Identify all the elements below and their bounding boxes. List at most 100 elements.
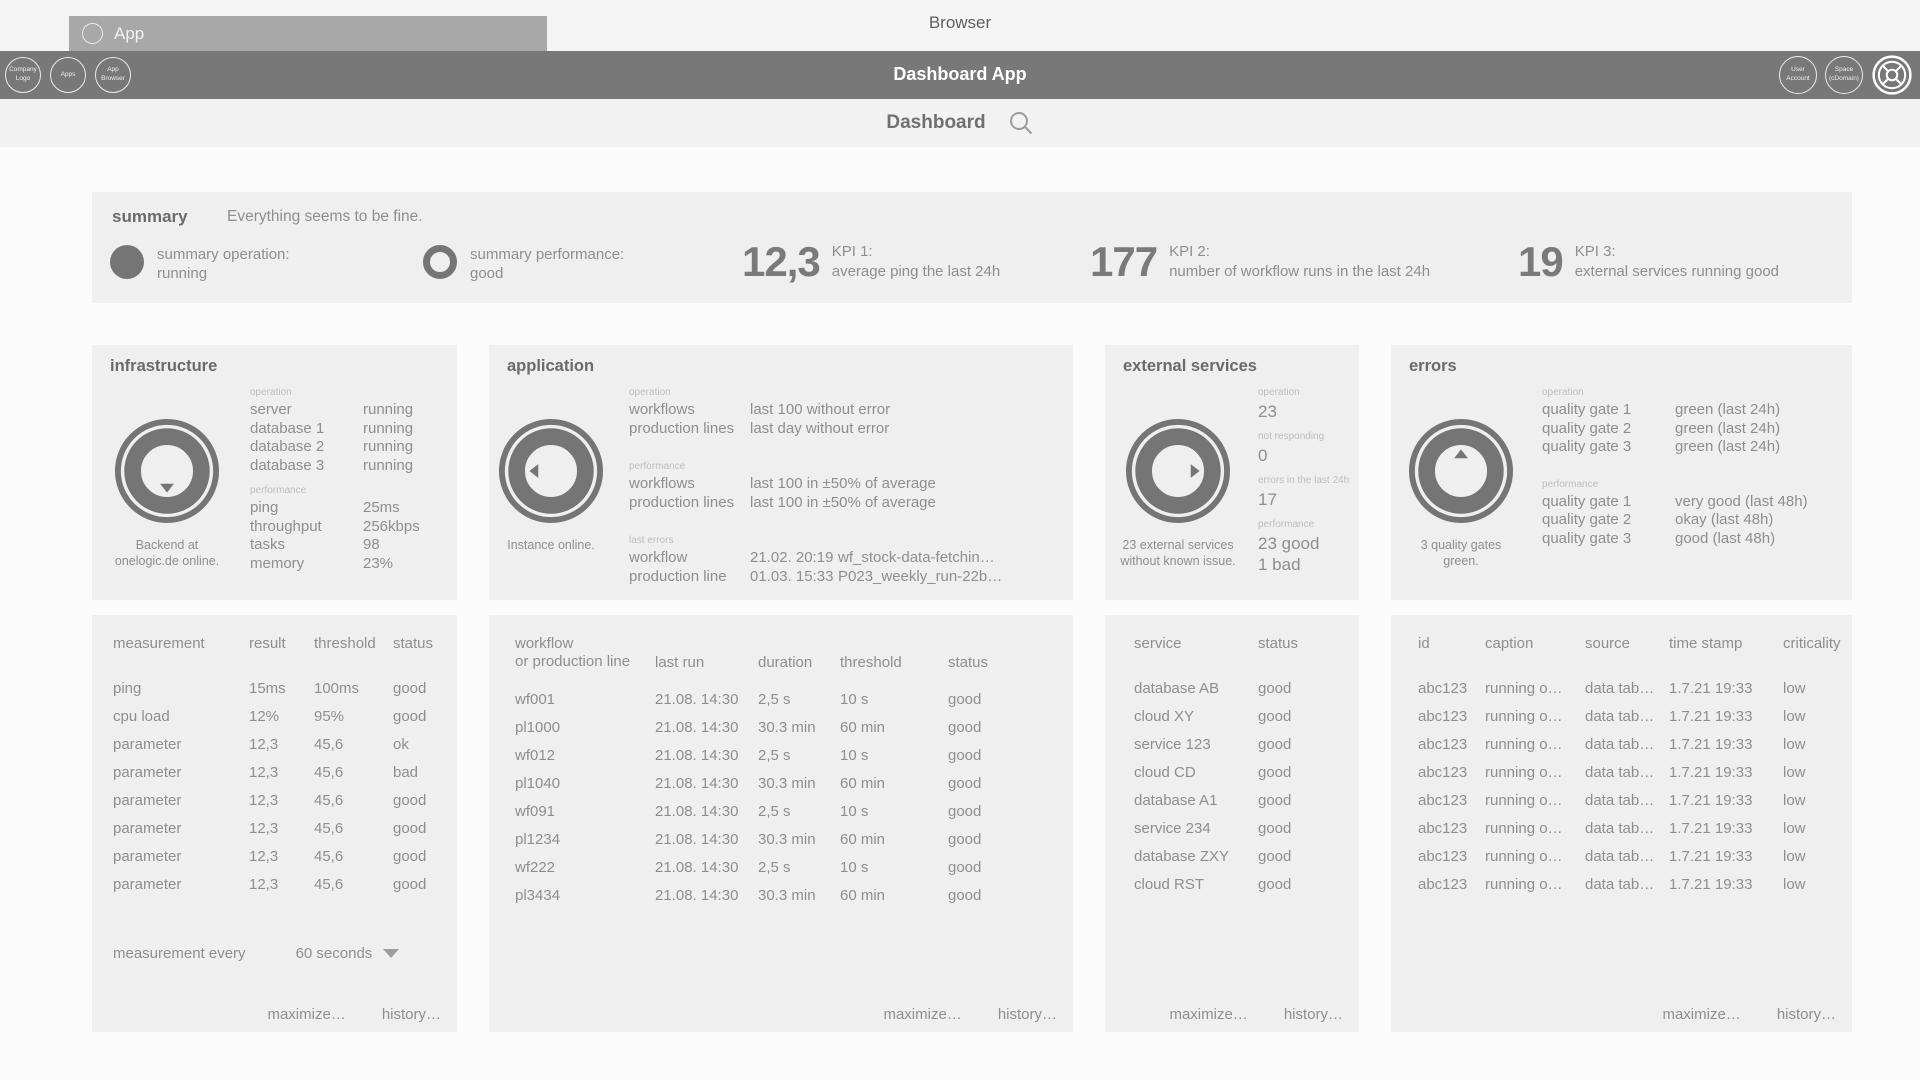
table-row[interactable]: parameter 12,3 45,6 ok — [113, 730, 455, 758]
maximize-link[interactable]: maximize… — [1662, 1006, 1741, 1023]
table-row[interactable]: cloud XY good — [1134, 702, 1330, 730]
column-header: service — [1134, 634, 1182, 652]
cell-workflow: pl3434 — [515, 886, 561, 904]
cell-status: good — [948, 746, 982, 764]
history-link[interactable]: history… — [381, 1006, 441, 1023]
external-services-table-panel: service status database AB good cloud XY… — [1105, 615, 1359, 1032]
cell-criticality: low — [1783, 847, 1806, 865]
panel-title: external services — [1123, 357, 1257, 375]
table-row[interactable]: service 234 good — [1134, 814, 1330, 842]
user-account-button[interactable]: User Account — [1779, 56, 1817, 94]
table-row[interactable]: abc123 running o… data tab… 1.7.21 19:33… — [1418, 702, 1853, 730]
table-row[interactable]: pl1234 21.08. 14:30 30.3 min 60 min good — [515, 825, 1010, 853]
table-row[interactable]: parameter 12,3 45,6 bad — [113, 758, 455, 786]
kv-value: very good (last 48h) — [1675, 492, 1808, 510]
cell-caption: running o… — [1485, 875, 1563, 893]
cell-service: database A1 — [1134, 791, 1218, 809]
cell-id: abc123 — [1418, 875, 1468, 893]
cell-source: data tab… — [1585, 735, 1655, 753]
section-label-operation: operation — [629, 387, 671, 398]
table-row[interactable]: parameter 12,3 45,6 good — [113, 814, 455, 842]
company-logo-button[interactable]: Company Logo — [5, 57, 41, 93]
kv-label: production lines — [629, 419, 735, 437]
table-row[interactable]: cpu load 12% 95% good — [113, 702, 455, 730]
kv-value: green (last 24h) — [1675, 419, 1781, 437]
infrastructure-panel: infrastructure Backend at onelogic.de on… — [92, 345, 457, 600]
service-table-body: database AB good cloud XY good service 1… — [1134, 674, 1330, 898]
stat-label: not responding — [1258, 431, 1325, 442]
table-row[interactable]: database A1 good — [1134, 786, 1330, 814]
table-row[interactable]: pl3434 21.08. 14:30 30.3 min 60 min good — [515, 881, 1010, 909]
apps-button[interactable]: Apps — [50, 57, 86, 93]
table-row[interactable]: wf222 21.08. 14:30 2,5 s 10 s good — [515, 853, 1010, 881]
browser-tab-app[interactable]: App — [69, 16, 547, 51]
history-link[interactable]: history… — [1283, 1006, 1343, 1023]
section-label-performance: performance — [629, 461, 686, 472]
kv-time: 21.02. 20:19 — [750, 549, 834, 566]
cell-service: cloud XY — [1134, 707, 1195, 725]
table-row[interactable]: abc123 running o… data tab… 1.7.21 19:33… — [1418, 814, 1853, 842]
maximize-link[interactable]: maximize… — [267, 1006, 346, 1023]
cell-threshold: 10 s — [840, 746, 869, 764]
table-row[interactable]: wf091 21.08. 14:30 2,5 s 10 s good — [515, 797, 1010, 825]
table-row[interactable]: wf001 21.08. 14:30 2,5 s 10 s good — [515, 685, 1010, 713]
kv-value: good (last 48h) — [1675, 529, 1776, 547]
cell-source: data tab… — [1585, 791, 1655, 809]
cell-source: data tab… — [1585, 763, 1655, 781]
gauge-caption: 3 quality gates green. — [1420, 538, 1502, 568]
kv-label: quality gate 3 — [1542, 438, 1632, 455]
kv-value: green (last 24h) — [1675, 401, 1781, 418]
cell-threshold: 45,6 — [314, 791, 344, 809]
table-row[interactable]: parameter 12,3 45,6 good — [113, 786, 455, 814]
table-row[interactable]: abc123 running o… data tab… 1.7.21 19:33… — [1418, 786, 1853, 814]
space-domain-button[interactable]: Space (cDomain) — [1825, 56, 1863, 94]
table-row[interactable]: database ZXY good — [1134, 842, 1330, 870]
history-link[interactable]: history… — [1776, 1006, 1836, 1023]
table-row[interactable]: wf012 21.08. 14:30 2,5 s 10 s good — [515, 741, 1010, 769]
table-row[interactable]: pl1040 21.08. 14:30 30.3 min 60 min good — [515, 769, 1010, 797]
header-right-buttons: User Account Space (cDomain) — [1779, 54, 1913, 96]
table-row[interactable]: cloud CD good — [1134, 758, 1330, 786]
kv-label: server — [250, 401, 292, 418]
table-row[interactable]: pl1000 21.08. 14:30 30.3 min 60 min good — [515, 713, 1010, 741]
table-row[interactable]: abc123 running o… data tab… 1.7.21 19:33… — [1418, 842, 1853, 870]
kv-value: 23% — [363, 554, 394, 572]
chevron-down-icon — [383, 949, 400, 958]
kv-label: database 3 — [250, 456, 325, 474]
external-services-panel: external services 23 external services w… — [1105, 345, 1359, 600]
table-row[interactable]: ping 15ms 100ms good — [113, 674, 455, 702]
table-row[interactable]: abc123 running o… data tab… 1.7.21 19:33… — [1418, 870, 1853, 898]
maximize-link[interactable]: maximize… — [883, 1006, 962, 1023]
header-left-buttons: Company Logo Apps App Browser — [5, 57, 131, 93]
kv-value: last 100 in ±50% of average — [750, 493, 936, 511]
table-row[interactable]: service 123 good — [1134, 730, 1330, 758]
history-link[interactable]: history… — [997, 1006, 1057, 1023]
table-row[interactable]: abc123 running o… data tab… 1.7.21 19:33… — [1418, 758, 1853, 786]
table-row[interactable]: parameter 12,3 45,6 good — [113, 870, 455, 898]
cell-threshold: 45,6 — [314, 819, 344, 837]
kv-value: running — [363, 438, 414, 455]
errors-gauge: 3 quality gates green. — [1391, 417, 1531, 569]
table-row[interactable]: parameter 12,3 45,6 good — [113, 842, 455, 870]
cell-id: abc123 — [1418, 847, 1468, 865]
interval-dropdown[interactable]: 60 seconds — [296, 945, 400, 962]
table-row[interactable]: database AB good — [1134, 674, 1330, 702]
maximize-link[interactable]: maximize… — [1169, 1006, 1248, 1023]
search-icon[interactable] — [1008, 110, 1034, 136]
panel-columns: infrastructure Backend at onelogic.de on… — [92, 345, 1852, 1072]
cell-result: 12,3 — [249, 763, 279, 781]
app-browser-button[interactable]: App Browser — [95, 57, 131, 93]
column-header: measurement — [113, 634, 205, 652]
cell-status: good — [1258, 679, 1292, 697]
cell-threshold: 60 min — [840, 718, 886, 736]
cell-status: good — [948, 802, 982, 820]
kv-label: ping — [250, 499, 279, 516]
cell-criticality: low — [1783, 819, 1806, 837]
gauge-left-icon — [498, 418, 604, 524]
cell-source: data tab… — [1585, 847, 1655, 865]
errors-table-panel: id caption source time stamp criticality… — [1391, 615, 1852, 1032]
table-row[interactable]: abc123 running o… data tab… 1.7.21 19:33… — [1418, 674, 1853, 702]
table-row[interactable]: abc123 running o… data tab… 1.7.21 19:33… — [1418, 730, 1853, 758]
kv-value: P023_weekly_run-22b… — [838, 567, 1003, 585]
table-row[interactable]: cloud RST good — [1134, 870, 1330, 898]
